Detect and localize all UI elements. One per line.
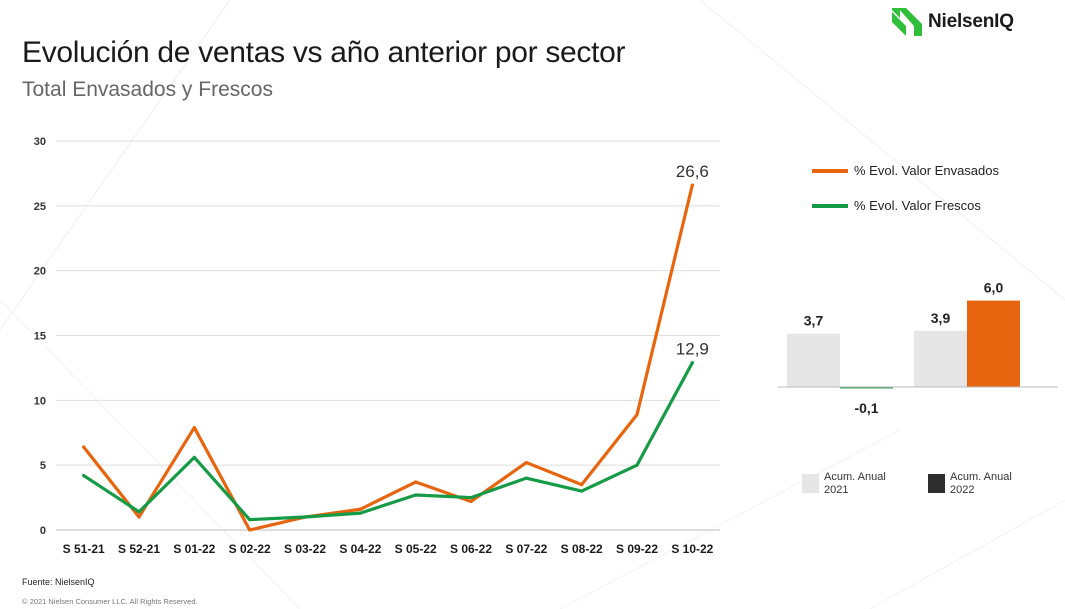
bar-2021 (787, 333, 840, 387)
series-envasados-point (690, 183, 694, 187)
x-tick-label: S 06-22 (450, 542, 492, 556)
y-tick-label: 30 (34, 136, 46, 148)
series-frescos-point (524, 476, 528, 480)
bar-value-label: 6,0 (984, 280, 1004, 296)
page-subtitle: Total Envasados y Frescos (22, 78, 273, 101)
nielseniq-logo: NielsenIQ (892, 4, 1014, 40)
logo-text: NielsenIQ (928, 11, 1014, 32)
bar-legend-2022-label-line2: 2022 (950, 484, 975, 496)
x-tick-label: S 02-22 (229, 542, 271, 556)
x-tick-label: S 51-21 (63, 542, 105, 556)
series-frescos-point (192, 455, 196, 459)
bar-value-label: 3,7 (804, 313, 824, 329)
bar-legend-2022-swatch (928, 474, 945, 493)
series-frescos-point (358, 511, 362, 515)
series-envasados-point (635, 412, 639, 417)
series-envasados-point (414, 480, 418, 484)
source-note: Fuente: NielsenIQ (22, 577, 95, 587)
series-envasados-point (580, 483, 584, 487)
series-frescos-end-label: 12,9 (676, 340, 709, 359)
copyright-note: © 2021 Nielsen Consumer LLC. All Rights … (22, 597, 198, 606)
x-tick-label: S 08-22 (561, 542, 603, 556)
x-tick-label: S 07-22 (505, 542, 547, 556)
series-frescos-point (635, 463, 639, 467)
series-frescos-point (414, 493, 418, 497)
series-frescos-point (303, 515, 307, 519)
series-frescos-line (82, 361, 694, 522)
series-envasados-point (524, 460, 528, 465)
bar-value-label: 3,9 (931, 310, 951, 326)
legend-envasados: % Evol. Valor Envasados (812, 163, 999, 178)
x-tick-label: S 09-22 (616, 542, 658, 556)
nielseniq-logo-icon (892, 8, 922, 36)
y-tick-label: 0 (40, 525, 46, 537)
x-tick-label: S 04-22 (339, 542, 381, 556)
legend-frescos-swatch (812, 203, 848, 208)
legend-envasados-label: % Evol. Valor Envasados (854, 163, 999, 178)
series-frescos-point (580, 489, 584, 493)
series-envasados-point (248, 528, 252, 532)
bar-legend-2022-label-line1: Acum. Anual (950, 471, 1012, 483)
bar-legend-2022: Acum. Anual 2022 (928, 471, 1012, 497)
bar-value-label: -0,1 (854, 400, 878, 416)
legend-frescos: % Evol. Valor Frescos (812, 198, 981, 213)
bar-2022 (967, 300, 1020, 387)
bar-legend-2021: Acum. Anual 2021 (802, 471, 886, 497)
page-title: Evolución de ventas vs año anterior por … (22, 36, 626, 69)
series-envasados-point (358, 507, 362, 511)
line-chart: 0 5 10 15 20 25 30 S 51-21 S 52-21 S 01-22 S 02-22… (34, 136, 720, 556)
series-frescos-point (690, 361, 694, 365)
y-tick-label: 10 (34, 395, 46, 407)
legend-frescos-label: % Evol. Valor Frescos (854, 198, 981, 213)
bar-legend-2021-label-line2: 2021 (824, 484, 849, 496)
x-tick-label: S 52-21 (118, 542, 160, 556)
series-frescos-point (248, 518, 252, 522)
series-envasados-point (192, 425, 196, 430)
x-tick-label: S 05-22 (395, 542, 437, 556)
y-tick-label: 5 (40, 460, 46, 472)
bar-2021 (914, 330, 967, 387)
y-tick-label: 25 (34, 201, 46, 213)
y-tick-label: 15 (34, 331, 46, 343)
bar-legend-2021-swatch (802, 474, 819, 493)
series-envasados-point (469, 499, 473, 504)
x-tick-label: S 03-22 (284, 542, 326, 556)
bar-legend-2021-label-line1: Acum. Anual (824, 471, 886, 483)
legend-envasados-swatch (812, 168, 848, 173)
bar-2022 (840, 387, 893, 389)
series-frescos-point (137, 510, 141, 514)
series-envasados-point (137, 515, 141, 519)
series-frescos-point (82, 473, 86, 478)
series-envasados-point (82, 445, 86, 449)
series-envasados-line (82, 183, 694, 532)
y-tick-label: 20 (34, 266, 46, 278)
series-frescos-point (469, 495, 473, 500)
x-tick-label: S 10-22 (671, 542, 713, 556)
x-tick-label: S 01-22 (173, 542, 215, 556)
series-envasados-end-label: 26,6 (676, 162, 709, 181)
